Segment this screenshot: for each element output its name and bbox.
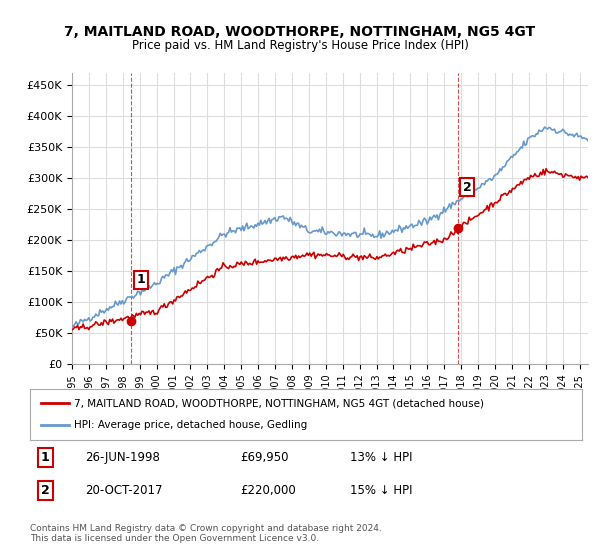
Text: 7, MAITLAND ROAD, WOODTHORPE, NOTTINGHAM, NG5 4GT: 7, MAITLAND ROAD, WOODTHORPE, NOTTINGHAM… [64,25,536,39]
Text: 1: 1 [136,273,145,287]
Text: 13% ↓ HPI: 13% ↓ HPI [350,451,413,464]
Text: £220,000: £220,000 [240,484,296,497]
Text: 7, MAITLAND ROAD, WOODTHORPE, NOTTINGHAM, NG5 4GT (detached house): 7, MAITLAND ROAD, WOODTHORPE, NOTTINGHAM… [74,398,484,408]
Text: £69,950: £69,950 [240,451,288,464]
Text: 15% ↓ HPI: 15% ↓ HPI [350,484,413,497]
Text: Price paid vs. HM Land Registry's House Price Index (HPI): Price paid vs. HM Land Registry's House … [131,39,469,52]
Text: 2: 2 [41,484,50,497]
Text: 1: 1 [41,451,50,464]
Text: Contains HM Land Registry data © Crown copyright and database right 2024.
This d: Contains HM Land Registry data © Crown c… [30,524,382,543]
Text: 20-OCT-2017: 20-OCT-2017 [85,484,163,497]
Text: 26-JUN-1998: 26-JUN-1998 [85,451,160,464]
Text: 2: 2 [463,180,472,194]
Text: HPI: Average price, detached house, Gedling: HPI: Average price, detached house, Gedl… [74,421,307,431]
